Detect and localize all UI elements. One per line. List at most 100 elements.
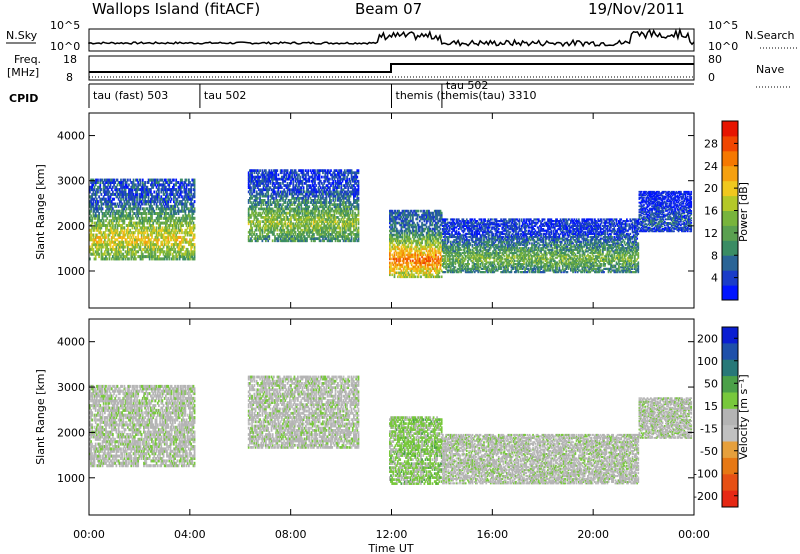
echo-cell <box>125 214 128 218</box>
echo-cell <box>118 190 121 194</box>
echo-cell <box>91 204 94 208</box>
echo-cell <box>162 235 165 239</box>
echo-cell <box>420 275 422 279</box>
echo-cell <box>148 212 151 215</box>
echo-cell <box>121 183 123 187</box>
echo-cell <box>107 202 110 206</box>
echo-cell <box>136 195 138 199</box>
echo-cell <box>163 238 166 242</box>
echo-cell <box>101 202 104 206</box>
echo-cell <box>150 245 152 249</box>
echo-cell <box>106 247 109 251</box>
echo-cell <box>162 252 165 256</box>
echo-cell <box>171 204 174 208</box>
echo-cell <box>133 231 136 235</box>
echo-cell <box>166 247 168 251</box>
echo-cell <box>100 257 103 261</box>
echo-cell <box>155 257 158 261</box>
echo-cell <box>131 240 134 244</box>
echo-cell <box>161 221 164 225</box>
echo-cell <box>177 188 180 192</box>
echo-cell <box>122 252 125 256</box>
echo-cell <box>95 252 98 256</box>
echo-cell <box>168 231 171 235</box>
echo-cell <box>139 240 142 244</box>
echo-cell <box>131 243 134 247</box>
echo-cell <box>170 231 173 235</box>
echo-cell <box>147 226 150 230</box>
echo-cell <box>104 192 106 196</box>
echo-cell <box>112 214 114 218</box>
nsearch-tick-top: 10^5 <box>708 19 738 32</box>
echo-cell <box>139 192 142 196</box>
echo-cell <box>146 185 149 189</box>
echo-cell <box>90 181 92 184</box>
echo-cell <box>159 224 161 227</box>
echo-cell <box>95 228 98 232</box>
echo-cell <box>357 226 360 230</box>
echo-cell <box>129 195 132 199</box>
echo-cell <box>132 224 135 227</box>
echo-cell <box>161 197 164 201</box>
echo-cell <box>129 207 132 211</box>
echo-cell <box>125 183 128 187</box>
echo-cell <box>90 228 92 232</box>
echo-cell <box>139 207 142 211</box>
echo-cell <box>116 243 119 247</box>
echo-cell <box>139 178 142 182</box>
echo-cell <box>148 238 151 242</box>
echo-cell <box>146 233 149 237</box>
echo-cell <box>127 228 129 232</box>
echo-cell <box>151 214 153 218</box>
echo-cell <box>152 200 155 204</box>
echo-cell <box>170 192 173 196</box>
echo-cell <box>143 216 145 220</box>
echo-cell <box>131 214 134 218</box>
echo-cell <box>125 243 128 247</box>
echo-cell <box>122 195 125 199</box>
echo-cell <box>110 192 113 196</box>
echo-cell <box>93 228 96 232</box>
echo-cell <box>130 257 133 261</box>
echo-cell <box>107 190 110 194</box>
echo-cell <box>193 233 196 237</box>
power-echoes <box>89 169 693 279</box>
echo-cell <box>130 181 133 184</box>
echo-cell <box>145 200 148 204</box>
echo-cell <box>133 252 136 256</box>
echo-cell <box>133 240 136 244</box>
echo-cell <box>144 245 146 249</box>
echo-cell <box>120 226 122 230</box>
echo-cell <box>161 250 164 254</box>
echo-cell <box>173 250 175 254</box>
echo-cell <box>170 228 173 232</box>
echo-cell <box>109 212 112 215</box>
echo-cell <box>128 221 130 225</box>
echo-cell <box>151 250 153 254</box>
echo-cell <box>158 190 160 194</box>
echo-cell <box>163 240 166 244</box>
echo-cell <box>140 228 143 232</box>
echo-cell <box>156 221 159 225</box>
echo-cell <box>162 209 165 213</box>
echo-cell <box>120 190 122 194</box>
echo-cell <box>170 214 173 218</box>
echo-cell <box>417 209 420 213</box>
echo-cell <box>121 235 123 239</box>
echo-cell <box>151 185 153 189</box>
echo-cell <box>99 188 102 192</box>
echo-cell <box>330 169 332 173</box>
echo-cell <box>135 192 137 196</box>
echo-cell <box>101 243 104 247</box>
echo-cell <box>181 178 183 182</box>
echo-cell <box>118 209 121 213</box>
echo-cell <box>259 220 261 224</box>
echo-cell <box>110 181 113 184</box>
echo-cell <box>110 247 113 251</box>
echo-cell <box>101 224 104 227</box>
echo-cell <box>109 202 112 206</box>
echo-cell <box>141 192 144 196</box>
echo-cell <box>143 183 145 187</box>
echo-cell <box>131 202 134 206</box>
echo-cell <box>101 233 104 237</box>
